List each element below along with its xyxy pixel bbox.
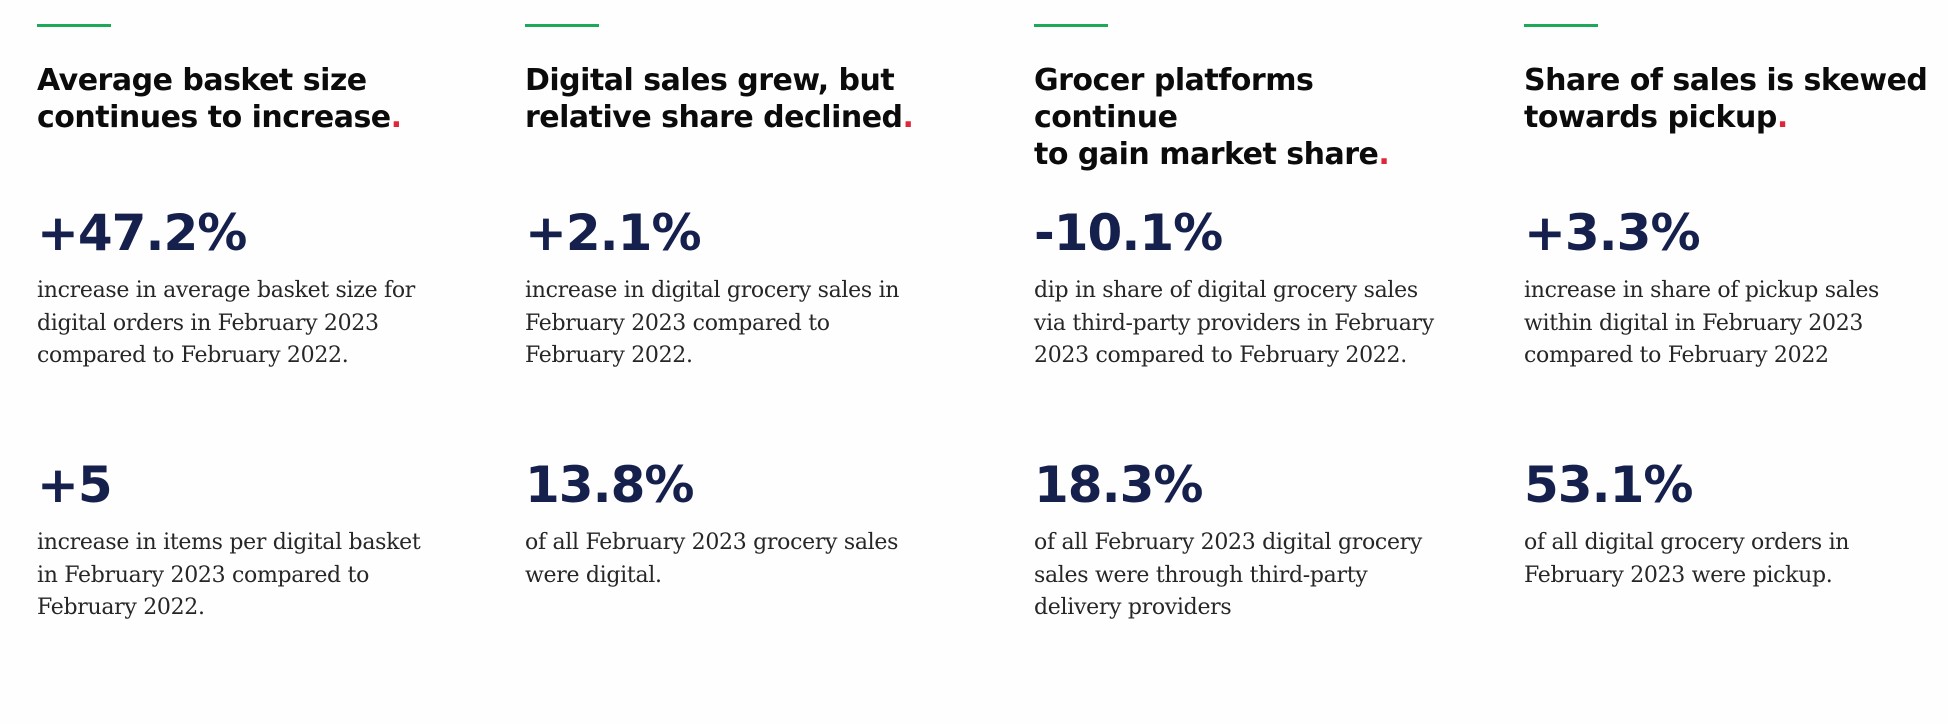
stat-description: increase in digital grocery sales in Feb… bbox=[525, 278, 900, 368]
stat-block: +47.2% increase in average basket size f… bbox=[37, 203, 415, 373]
heading-text: Average basket size continues to increas… bbox=[37, 63, 391, 135]
stat-description: of all February 2023 grocery sales were … bbox=[525, 530, 899, 588]
stat-description: increase in items per digital basket in … bbox=[37, 530, 421, 620]
stat-column-pickup-share: Share of sales is skewed towards pickup.… bbox=[1524, 0, 1934, 724]
heading-text: Digital sales grew, but relative share d… bbox=[525, 63, 903, 135]
stat-value: 53.1% bbox=[1524, 456, 1693, 514]
heading-accent-dot: . bbox=[1378, 137, 1390, 172]
stat-description: of all digital grocery orders in Februar… bbox=[1524, 530, 1850, 588]
stat-value: +47.2% bbox=[37, 204, 247, 262]
stat-value: +5 bbox=[37, 456, 113, 514]
stat-block: +5 increase in items per digital basket … bbox=[37, 455, 421, 625]
stat-block: +3.3% increase in share of pickup sales … bbox=[1524, 203, 1879, 373]
accent-rule bbox=[525, 24, 599, 27]
stat-value: -10.1% bbox=[1034, 204, 1223, 262]
stat-column-basket-size: Average basket size continues to increas… bbox=[37, 0, 457, 724]
stat-value: +3.3% bbox=[1524, 204, 1701, 262]
column-heading: Grocer platforms continue to gain market… bbox=[1034, 62, 1464, 173]
stat-description: dip in share of digital grocery sales vi… bbox=[1034, 278, 1434, 368]
stat-value: 13.8% bbox=[525, 456, 694, 514]
stat-block: -10.1% dip in share of digital grocery s… bbox=[1034, 203, 1434, 373]
stat-column-grocer-platforms: Grocer platforms continue to gain market… bbox=[1034, 0, 1464, 724]
column-heading: Digital sales grew, but relative share d… bbox=[525, 62, 914, 136]
stat-description: increase in share of pickup sales within… bbox=[1524, 278, 1880, 368]
stat-block: 13.8% of all February 2023 grocery sales… bbox=[525, 455, 898, 592]
stat-description: increase in average basket size for digi… bbox=[37, 278, 415, 368]
column-heading: Average basket size continues to increas… bbox=[37, 62, 402, 136]
stat-column-digital-sales: Digital sales grew, but relative share d… bbox=[525, 0, 945, 724]
heading-accent-dot: . bbox=[902, 100, 914, 135]
heading-text: Grocer platforms continue to gain market… bbox=[1034, 63, 1379, 172]
stat-value: 18.3% bbox=[1034, 456, 1203, 514]
stat-block: +2.1% increase in digital grocery sales … bbox=[525, 203, 899, 373]
heading-text: Share of sales is skewed towards pickup bbox=[1524, 63, 1928, 135]
accent-rule bbox=[37, 24, 111, 27]
stat-block: 53.1% of all digital grocery orders in F… bbox=[1524, 455, 1849, 592]
accent-rule bbox=[1524, 24, 1598, 27]
heading-accent-dot: . bbox=[1776, 100, 1788, 135]
stat-description: of all February 2023 digital grocery sal… bbox=[1034, 530, 1423, 620]
column-heading: Share of sales is skewed towards pickup. bbox=[1524, 62, 1928, 136]
heading-accent-dot: . bbox=[390, 100, 402, 135]
accent-rule bbox=[1034, 24, 1108, 27]
stat-block: 18.3% of all February 2023 digital groce… bbox=[1034, 455, 1422, 625]
stat-value: +2.1% bbox=[525, 204, 702, 262]
